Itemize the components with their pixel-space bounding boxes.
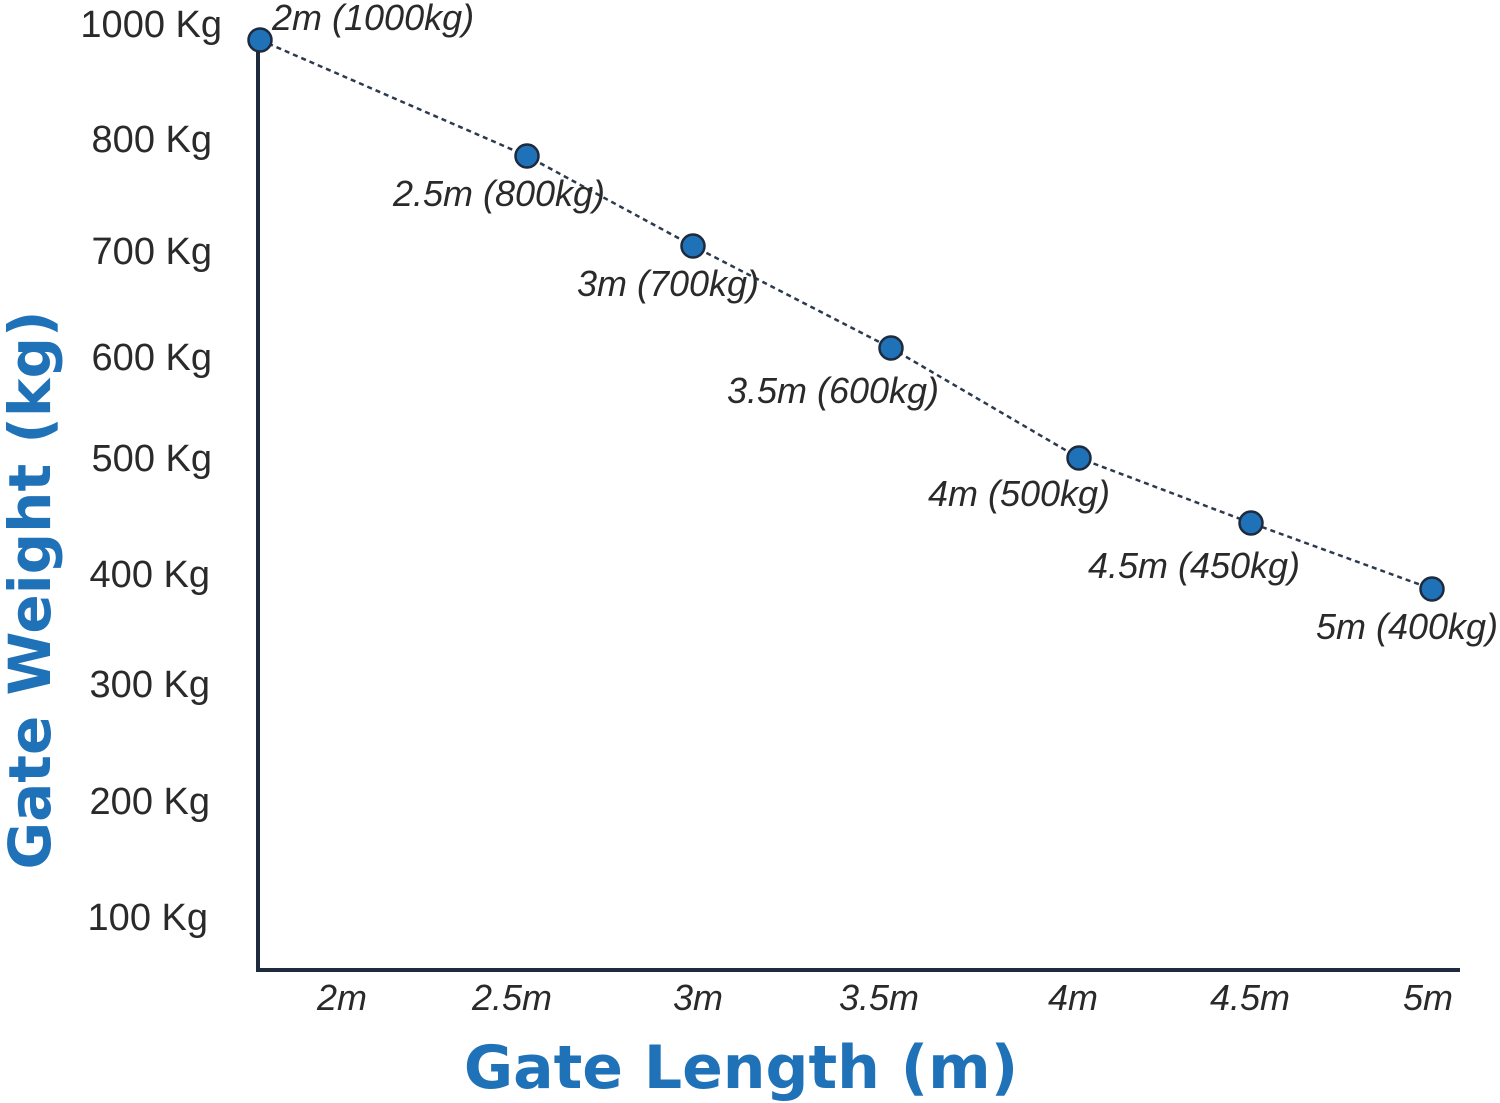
data-point-marker [514,143,540,169]
y-tick-label: 600 Kg [92,337,212,379]
axis-lines [256,40,1460,972]
y-tick-label: 500 Kg [92,438,212,480]
data-markers [247,27,1445,602]
x-tick-label: 2.5m [471,977,552,1018]
x-tick-label: 5m [1403,977,1453,1018]
x-tick-label: 4m [1048,977,1098,1018]
y-tick-label: 300 Kg [90,664,210,706]
data-point-marker [878,335,904,361]
data-point-label: 4.5m (450kg) [1088,545,1300,586]
y-tick-label: 400 Kg [90,554,210,596]
y-tick-label: 100 Kg [88,897,208,939]
point-labels: 2m (1000kg) 2.5m (800kg) 3m (700kg) 3.5m (6… [271,0,1498,647]
series-line [259,38,1433,591]
x-axis-title: Gate Length (m) [464,1033,1018,1103]
y-tick-label: 700 Kg [92,231,212,273]
data-point-marker [1066,445,1092,471]
data-point-label: 4m (500kg) [928,473,1110,514]
data-point-label: 3.5m (600kg) [727,370,939,411]
x-tick-labels: 2m 2.5m 3m 3.5m 4m 4.5m 5m [316,977,1453,1018]
data-point-marker [1238,510,1264,536]
data-point-label: 5m (400kg) [1316,606,1498,647]
y-tick-labels: 1000 Kg 800 Kg 700 Kg 600 Kg 500 Kg 400 Kg 300… [80,4,222,939]
x-tick-label: 2m [316,977,367,1018]
data-point-marker [1419,576,1445,602]
y-axis-title: Gate Weight (kg) [0,311,64,870]
data-point-label: 3m (700kg) [577,263,759,304]
data-point-marker [680,233,706,259]
data-point-marker [247,27,273,53]
y-tick-label: 200 Kg [90,781,210,823]
y-tick-label: 1000 Kg [80,4,222,46]
data-point-label: 2.5m (800kg) [392,173,605,214]
x-tick-label: 4.5m [1210,977,1290,1018]
x-tick-label: 3.5m [839,977,919,1018]
x-tick-label: 3m [673,977,723,1018]
data-point-label: 2m (1000kg) [271,0,474,38]
y-tick-label: 800 Kg [92,119,212,161]
